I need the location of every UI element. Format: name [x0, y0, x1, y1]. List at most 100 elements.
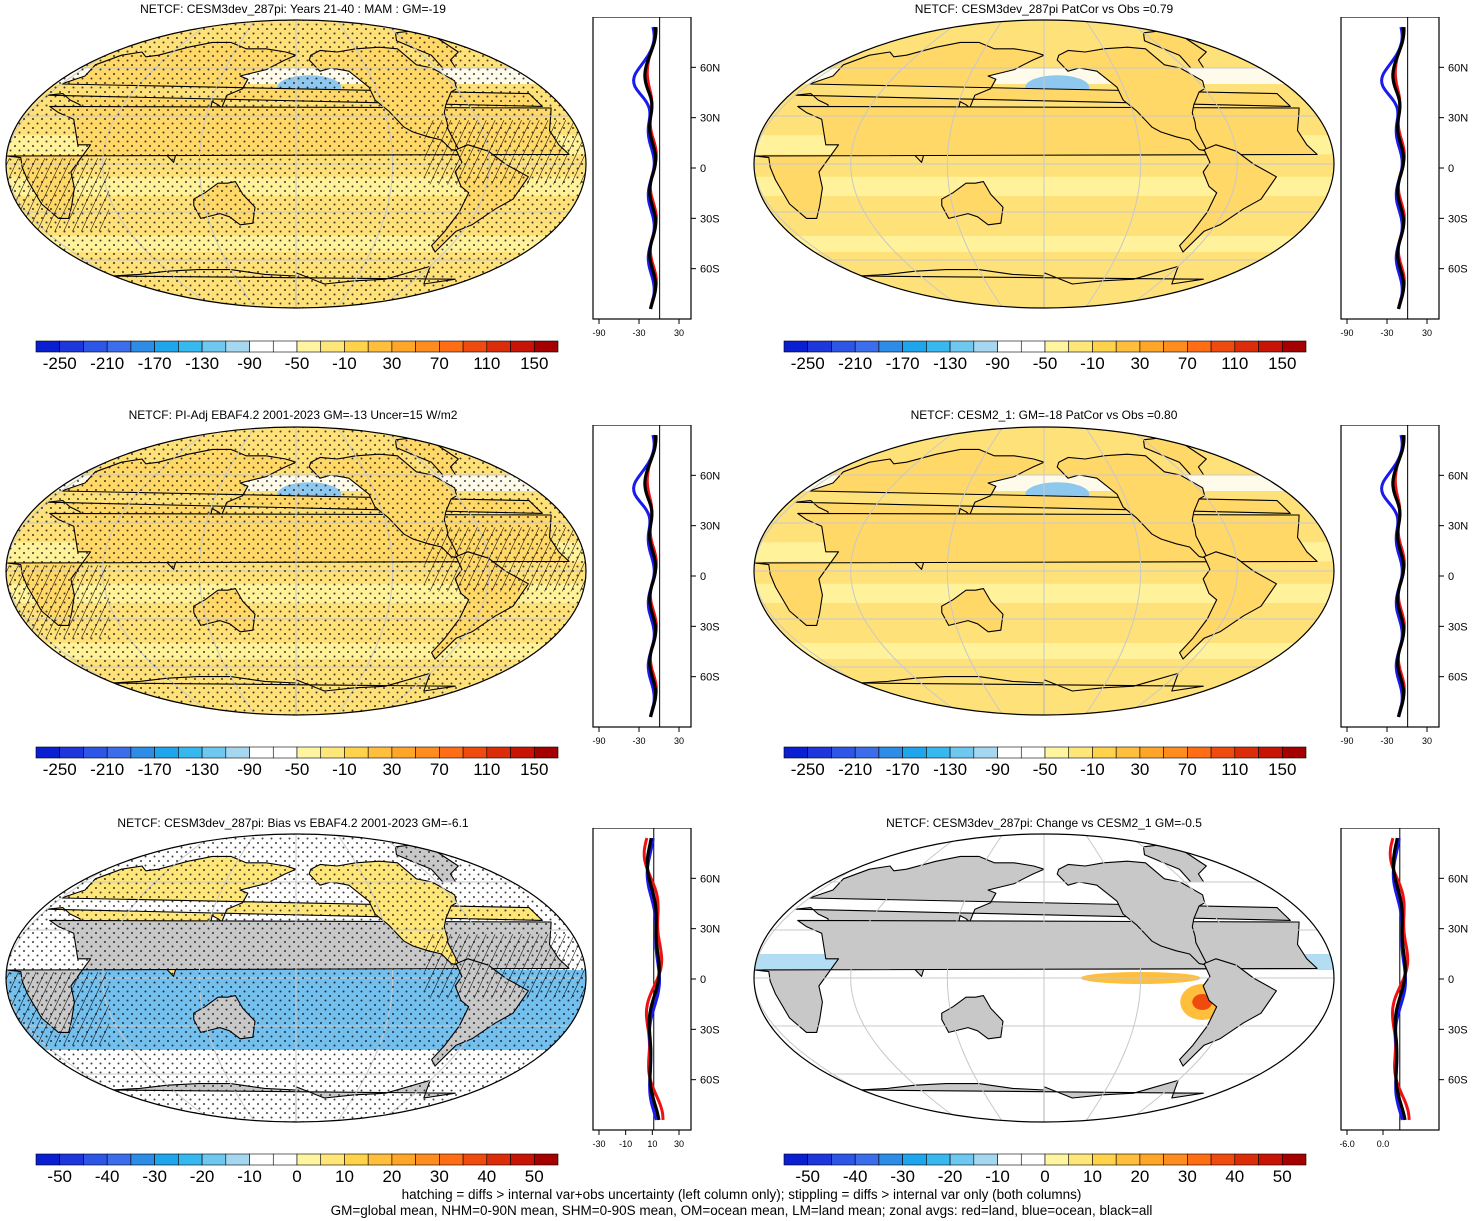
zonal-ytick-label: 30S	[1448, 621, 1468, 633]
zonal-xtick-label: -90	[1340, 736, 1353, 746]
zonal-ytick-label: 0	[700, 974, 706, 986]
colorbar-tick-label: -170	[885, 354, 920, 373]
colorbar-tick-label: 110	[1221, 760, 1249, 779]
colorbar-tick-label: 30	[429, 1167, 449, 1186]
colorbar-tick-label: -130	[933, 354, 968, 373]
zonal-xtick-label: 30	[1422, 328, 1432, 338]
colorbar-tick-label: 150	[1268, 354, 1297, 373]
zonal-xtick-label: -6.0	[1340, 1139, 1355, 1149]
zonal-xtick-label: -30	[1380, 328, 1393, 338]
zonal-ytick-label: 60S	[700, 1075, 720, 1087]
panel-title: NETCF: PI-Adj EBAF4.2 2001-2023 GM=-13 U…	[128, 408, 458, 422]
colorbar-tick-label: -170	[137, 760, 172, 779]
zonal-ytick-label: 60S	[1448, 1075, 1468, 1087]
colorbar	[35, 1153, 559, 1166]
zonal-xtick-label: 30	[1422, 736, 1432, 746]
colorbar-tick-label: -50	[1032, 354, 1058, 373]
zonal-ytick-label: 30N	[700, 924, 720, 936]
zonal-ytick-label: 30S	[1448, 1024, 1468, 1036]
colorbar-tick-label: -10	[1080, 760, 1105, 779]
colorbar	[783, 746, 1307, 759]
footer-line-1: hatching = diffs > internal var+obs unce…	[401, 1187, 1082, 1202]
zonal-ytick-label: 0	[1448, 163, 1454, 175]
colorbar-tick-label: 110	[473, 760, 501, 779]
zonal-xtick-label: 30	[674, 328, 684, 338]
colorbar-tick-label: 150	[520, 760, 549, 779]
zonal-ytick-label: 60S	[700, 672, 720, 684]
panel-title: NETCF: CESM2_1: GM=-18 PatCor vs Obs =0.…	[910, 408, 1178, 422]
colorbar-tick-label: -210	[90, 760, 125, 779]
zonal-ytick-label: 30N	[1448, 113, 1468, 125]
zonal-ytick-label: 60N	[700, 62, 720, 74]
colorbar-tick-label: 40	[477, 1167, 497, 1186]
colorbar-tick-label: -40	[94, 1167, 120, 1186]
colorbar-tick-label: -250	[790, 760, 825, 779]
colorbar-tick-label: 30	[382, 760, 402, 779]
zonal-xtick-label: 30	[674, 736, 684, 746]
world-map	[753, 833, 1335, 1123]
colorbar-tick-label: -40	[842, 1167, 868, 1186]
colorbar-tick-label: -130	[933, 760, 968, 779]
colorbar-tick-label: 10	[334, 1167, 354, 1186]
zonal-xtick-label: 30	[674, 1139, 684, 1149]
zonal-ytick-label: 30N	[700, 113, 720, 125]
colorbar-tick-label: -250	[790, 354, 825, 373]
world-map	[5, 426, 587, 716]
zonal-xtick-label: -30	[632, 328, 645, 338]
colorbar-tick-label: 20	[382, 1167, 402, 1186]
colorbar-tick-label: 150	[520, 354, 549, 373]
zonal-ytick-label: 60N	[1448, 62, 1468, 74]
colorbar	[35, 340, 559, 353]
colorbar-tick-label: 10	[1082, 1167, 1102, 1186]
colorbar-tick-label: 70	[429, 760, 449, 779]
zonal-ytick-label: 60N	[700, 873, 720, 885]
zonal-ytick-label: 0	[1448, 974, 1454, 986]
colorbar-tick-label: -130	[185, 760, 220, 779]
zonal-ytick-label: 30N	[1448, 924, 1468, 936]
world-map	[753, 426, 1335, 716]
zonal-ytick-label: 60S	[1448, 672, 1468, 684]
colorbar-tick-label: -10	[237, 1167, 262, 1186]
colorbar-tick-label: -30	[142, 1167, 167, 1186]
colorbar-tick-label: 50	[1272, 1167, 1292, 1186]
colorbar-tick-label: -210	[90, 354, 125, 373]
colorbar-tick-label: -130	[185, 354, 220, 373]
colorbar-tick-label: -90	[237, 760, 262, 779]
zonal-ytick-label: 0	[700, 163, 706, 175]
zonal-xtick-label: -90	[592, 328, 605, 338]
colorbar	[783, 1153, 1307, 1166]
zonal-ytick-label: 30S	[700, 213, 720, 225]
colorbar-tick-label: -10	[332, 354, 357, 373]
panel-title: NETCF: CESM3dev_287pi: Change vs CESM2_1…	[886, 816, 1202, 830]
zonal-ytick-label: 60S	[1448, 264, 1468, 276]
zonal-ytick-label: 30S	[1448, 213, 1468, 225]
colorbar-tick-label: -90	[237, 354, 262, 373]
zonal-ytick-label: 60N	[700, 470, 720, 482]
colorbar-tick-label: -210	[838, 354, 873, 373]
colorbar-tick-label: -170	[885, 760, 920, 779]
colorbar-tick-label: 110	[1221, 354, 1249, 373]
zonal-ytick-label: 0	[700, 571, 706, 583]
panel-title: NETCF: CESM3dev_287pi: Years 21-40 : MAM…	[140, 2, 446, 16]
zonal-ytick-label: 30S	[700, 621, 720, 633]
colorbar-tick-label: -170	[137, 354, 172, 373]
colorbar-tick-label: -210	[838, 760, 873, 779]
colorbar-tick-label: -90	[985, 760, 1010, 779]
colorbar-tick-label: 70	[1177, 354, 1197, 373]
zonal-ytick-label: 30N	[700, 521, 720, 533]
colorbar	[783, 340, 1307, 353]
zonal-xtick-label: 0.0	[1377, 1139, 1390, 1149]
colorbar-tick-label: 150	[1268, 760, 1297, 779]
colorbar-tick-label: 110	[473, 354, 501, 373]
zonal-ytick-label: 0	[1448, 571, 1454, 583]
zonal-ytick-label: 60S	[700, 264, 720, 276]
colorbar-tick-label: -20	[189, 1167, 215, 1186]
colorbar-tick-label: 30	[1130, 760, 1150, 779]
colorbar-tick-label: 0	[1040, 1167, 1050, 1186]
colorbar-tick-label: -50	[795, 1167, 821, 1186]
zonal-xtick-label: -30	[632, 736, 645, 746]
panel-title: NETCF: CESM3dev_287pi PatCor vs Obs =0.7…	[914, 2, 1174, 16]
footer-line-2: GM=global mean, NHM=0-90N mean, SHM=0-90…	[330, 1203, 1153, 1218]
